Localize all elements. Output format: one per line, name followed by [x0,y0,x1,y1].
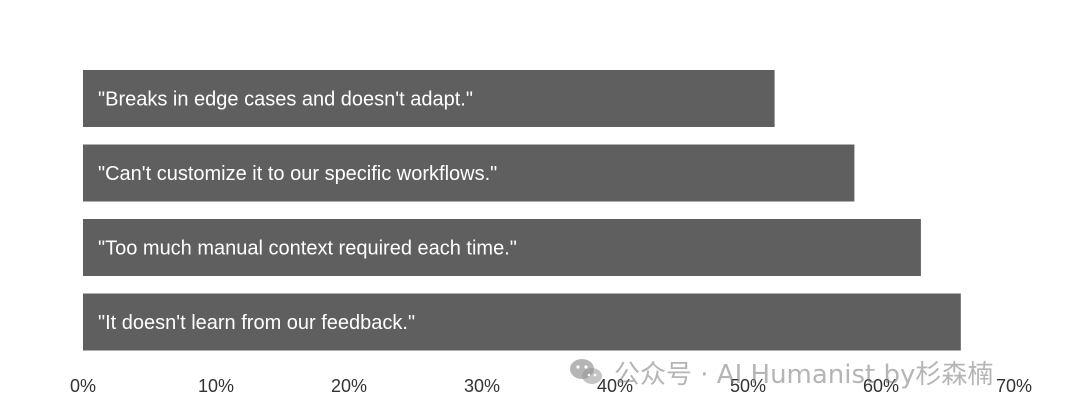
x-tick-label: 50% [730,376,766,396]
bars-group: "Breaks in edge cases and doesn't adapt.… [83,70,961,351]
x-tick-label: 30% [464,376,500,396]
bar [83,70,775,127]
x-axis-ticks: 0% 10% 20% 30% 40% 50% 60% 70% [70,376,1032,396]
bar-label: "Breaks in edge cases and doesn't adapt.… [98,89,473,111]
x-tick-label: 20% [331,376,367,396]
bar-label: "It doesn't learn from our feedback." [98,312,415,334]
x-tick-label: 10% [198,376,234,396]
x-tick-label: 60% [863,376,899,396]
x-tick-label: 70% [996,376,1032,396]
bar [83,144,855,202]
x-tick-label: 40% [597,376,633,396]
bar [83,293,961,351]
bar-label: "Too much manual context required each t… [98,238,517,260]
bar-label: "Can't customize it to our specific work… [98,163,497,185]
x-tick-label: 0% [70,376,96,396]
bar [83,219,921,276]
